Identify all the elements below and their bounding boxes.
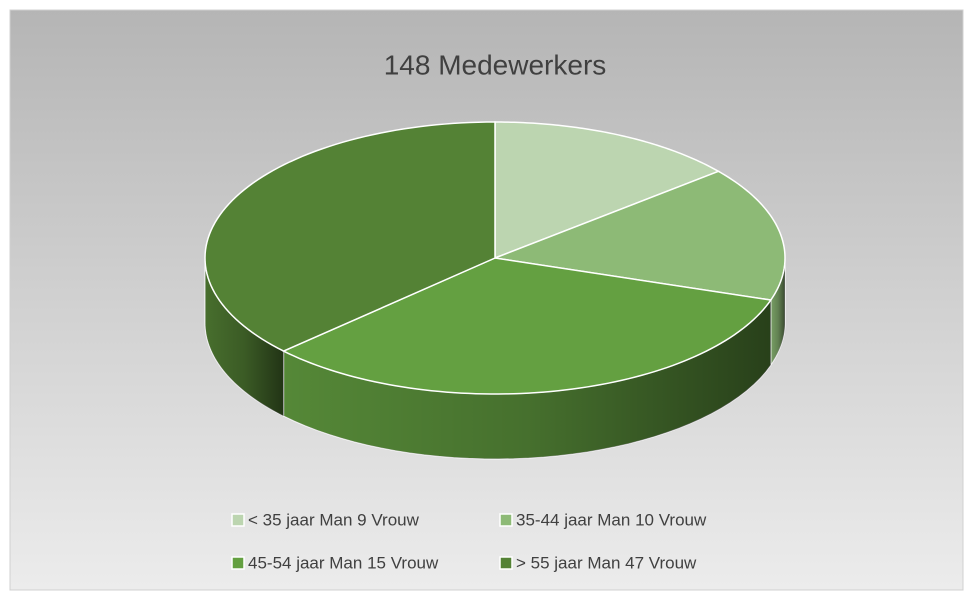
slice-side-shade xyxy=(770,258,785,366)
slice-side-shade xyxy=(205,258,284,417)
slice xyxy=(494,121,721,260)
legend-swatch xyxy=(231,513,245,527)
legend-label: > 55 jaar Man 47 Vrouw xyxy=(516,553,697,572)
slice xyxy=(492,170,786,301)
slice-side-shade xyxy=(283,300,771,459)
legend-label: < 35 jaar Man 9 Vrouw xyxy=(248,510,420,529)
slice xyxy=(281,257,773,395)
legend-label: 35-44 jaar Man 10 Vrouw xyxy=(516,510,707,529)
legend-label: 45-54 jaar Man 15 Vrouw xyxy=(248,553,439,572)
legend-swatch xyxy=(499,513,513,527)
legend-swatch xyxy=(231,556,245,570)
slice xyxy=(204,121,496,352)
chart-title: 148 Medewerkers xyxy=(384,49,607,80)
legend-swatch xyxy=(499,556,513,570)
